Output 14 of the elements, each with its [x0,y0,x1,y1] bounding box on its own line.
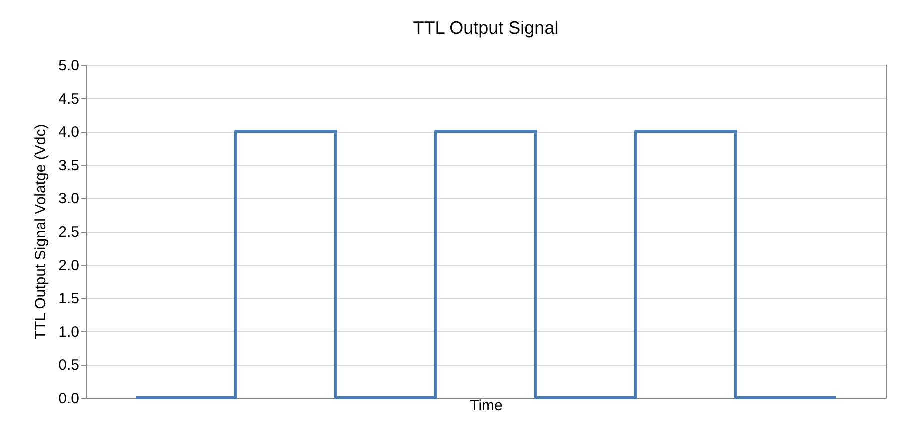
y-tick-label: 4.5 [58,90,80,108]
y-tick-label: 4.0 [58,124,80,142]
y-axis-title: TTL Output Signal Volatge (Vdc) [32,124,50,340]
y-tick-label: 0.5 [58,357,80,374]
chart-title: TTL Output Signal [413,18,559,38]
y-tick-label: 5.0 [58,58,80,74]
y-tick-label: 2.0 [58,257,80,274]
x-axis-title: Time [470,398,503,414]
y-tick-label: 3.5 [58,157,80,174]
y-tick-label: 2.5 [58,224,80,241]
y-tick-label: 3.0 [58,190,80,208]
y-tick-label: 1.0 [58,324,80,341]
y-tick-label: 0.0 [58,390,80,408]
y-tick-label: 1.5 [58,290,80,308]
